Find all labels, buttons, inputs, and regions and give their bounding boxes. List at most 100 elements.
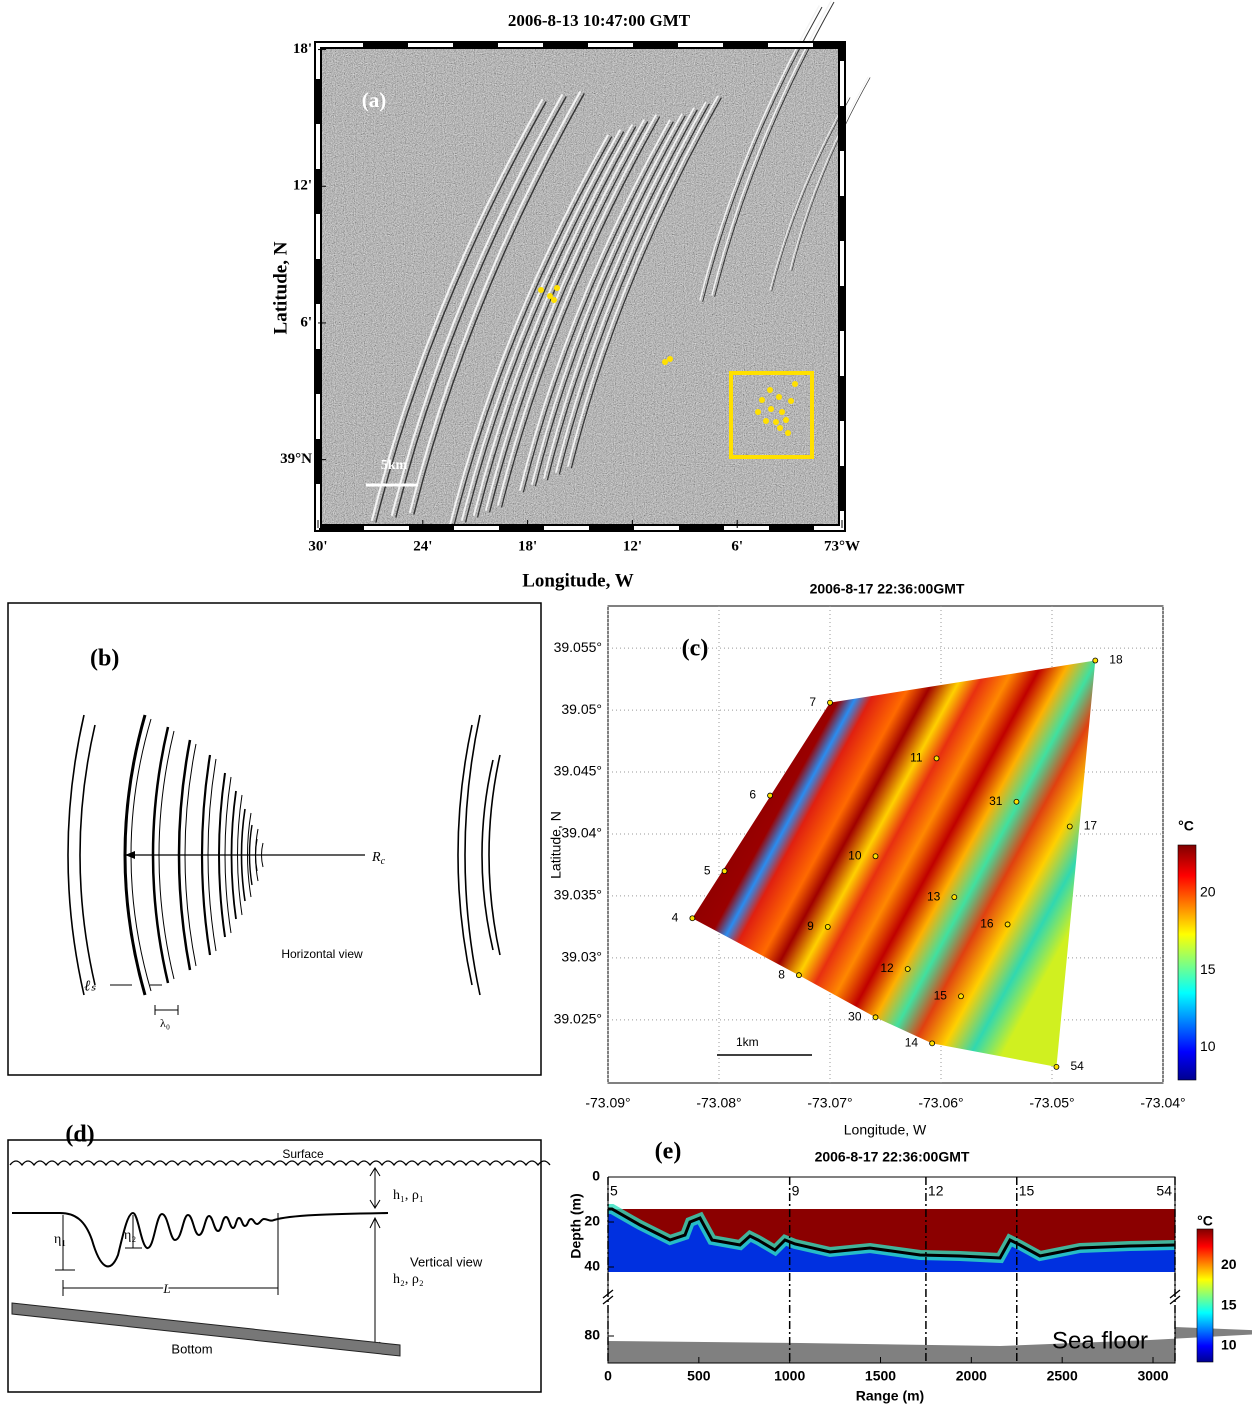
y-tick-label: 18' xyxy=(293,41,312,57)
x-tick-label: 500 xyxy=(687,1368,711,1384)
x-tick-label: 2500 xyxy=(1047,1368,1078,1384)
panel-label: (e) xyxy=(655,1139,682,1165)
sar-image: (a) 5km xyxy=(314,0,871,532)
station xyxy=(929,1040,936,1047)
panel-a-title: 2006-8-13 10:47:00 GMT xyxy=(508,11,691,30)
x-tick-label: -73.08° xyxy=(696,1095,741,1111)
panel-c-title: 2006-8-17 22:36:00GMT xyxy=(810,581,965,597)
y-axis-label: Latitude, N xyxy=(270,241,291,334)
panel-b-frame xyxy=(7,602,542,1076)
y-tick-label: 39.04° xyxy=(561,825,602,841)
station-label: 12 xyxy=(928,1183,944,1199)
array-box xyxy=(729,371,814,459)
station-label: 11 xyxy=(910,751,923,765)
colorbar xyxy=(1196,1228,1214,1363)
station xyxy=(1004,921,1011,928)
station xyxy=(1053,1063,1060,1070)
axes-c: -73.09° -73.08° -73.07° -73.06° -73.05° -73.0… xyxy=(554,606,1216,1111)
y-tick-label: 40 xyxy=(584,1258,600,1274)
station-label: 13 xyxy=(927,889,941,903)
rc-sub: c xyxy=(381,856,386,867)
crest xyxy=(67,714,85,996)
view-label: Vertical view xyxy=(410,1254,483,1269)
surface-line xyxy=(9,1160,551,1167)
y-tick-label: 39.03° xyxy=(561,949,602,965)
y-tick-label: 39.035° xyxy=(554,887,602,903)
y-tick-label: 39.055° xyxy=(554,639,602,655)
length-label: L xyxy=(162,1281,170,1296)
y-axis-label: Latitude, N xyxy=(548,811,564,879)
x-tick-label: -73.06° xyxy=(918,1095,963,1111)
x-tick-label: 3000 xyxy=(1137,1368,1168,1384)
axes-e: 0 500 1000 1500 2000 2500 3000 0 20 40 80 5 9 12 15 54 1… xyxy=(584,1168,1236,1384)
y-tick-label: 39.025° xyxy=(554,1011,602,1027)
station-label: 54 xyxy=(1156,1183,1172,1199)
surface-wave xyxy=(9,1160,551,1167)
station-label: 30 xyxy=(848,1010,862,1024)
colorbar-tick-label: 10 xyxy=(1221,1337,1237,1353)
crest xyxy=(488,754,501,956)
x-tick-label: 0 xyxy=(604,1368,612,1384)
station xyxy=(827,699,833,706)
interface-wave xyxy=(12,1211,389,1268)
x-tick-label: -73.09° xyxy=(585,1095,630,1111)
crest xyxy=(464,714,481,996)
y-axis-label: Depth (m) xyxy=(568,1193,584,1258)
x-tick-label: 18' xyxy=(518,538,537,554)
station-label: 54 xyxy=(1070,1059,1084,1073)
station xyxy=(1092,657,1099,664)
station-label: 15 xyxy=(1019,1183,1035,1199)
thermocline xyxy=(608,1207,1176,1260)
scale-bar-label: 5km xyxy=(381,458,408,473)
station xyxy=(1013,798,1020,805)
colorbar-label: °C xyxy=(1197,1213,1213,1229)
axis-break xyxy=(602,1289,1181,1305)
y-tick-label: 20 xyxy=(584,1213,600,1229)
x-tick-label: 24' xyxy=(413,538,432,554)
colorbar-tick-label: 15 xyxy=(1200,961,1216,977)
x-tick-label: -73.07° xyxy=(807,1095,852,1111)
station xyxy=(824,923,831,930)
station-label: 15 xyxy=(934,988,948,1002)
station-label: 4 xyxy=(672,910,679,924)
station-label: 5 xyxy=(610,1183,618,1199)
crest xyxy=(457,724,473,986)
station-label: 17 xyxy=(1084,819,1098,833)
upper-layer-label: h₁, ρ₁ xyxy=(393,1188,424,1203)
station-label: 9 xyxy=(807,919,814,933)
station xyxy=(767,792,773,799)
station-label: 16 xyxy=(980,917,994,931)
panel-label: (b) xyxy=(90,646,119,672)
station xyxy=(796,972,802,979)
station xyxy=(951,894,958,901)
arrow-head xyxy=(125,851,135,859)
x-tick-label: 30' xyxy=(308,538,327,554)
colorbar xyxy=(1177,844,1197,1081)
crest xyxy=(79,724,96,986)
eta1-label: η₁ xyxy=(54,1232,66,1247)
axes-a: 30' 24' 18' 12' 6' 73°W 18' 12' 6' 39°N xyxy=(280,41,860,554)
station-label: 31 xyxy=(989,794,1003,808)
station-label: 9 xyxy=(792,1183,800,1199)
y-tick-label: 12' xyxy=(293,178,312,194)
bottom-slope xyxy=(11,1302,401,1357)
temperature-section xyxy=(608,1204,1252,1363)
station xyxy=(958,993,964,1000)
panel-e-title: 2006-8-17 22:36:00GMT xyxy=(815,1149,970,1165)
ls-label: ℓₛ xyxy=(84,978,96,994)
y-tick-label: 6' xyxy=(300,314,312,330)
colorbar-tick-label: 10 xyxy=(1200,1038,1216,1054)
y-tick-label: 39.05° xyxy=(561,701,602,717)
sar-texture xyxy=(318,45,842,528)
station-label: 10 xyxy=(848,848,862,862)
station xyxy=(904,966,911,972)
x-tick-label: 6' xyxy=(731,538,743,554)
temperature-field xyxy=(692,660,1096,1067)
x-tick-label: 2000 xyxy=(956,1368,987,1384)
station xyxy=(872,853,879,860)
surface-label: Surface xyxy=(282,1147,324,1161)
panel-label: (a) xyxy=(362,88,387,112)
y-tick-label: 39°N xyxy=(280,451,312,467)
station xyxy=(872,1014,879,1021)
crest xyxy=(481,759,494,951)
